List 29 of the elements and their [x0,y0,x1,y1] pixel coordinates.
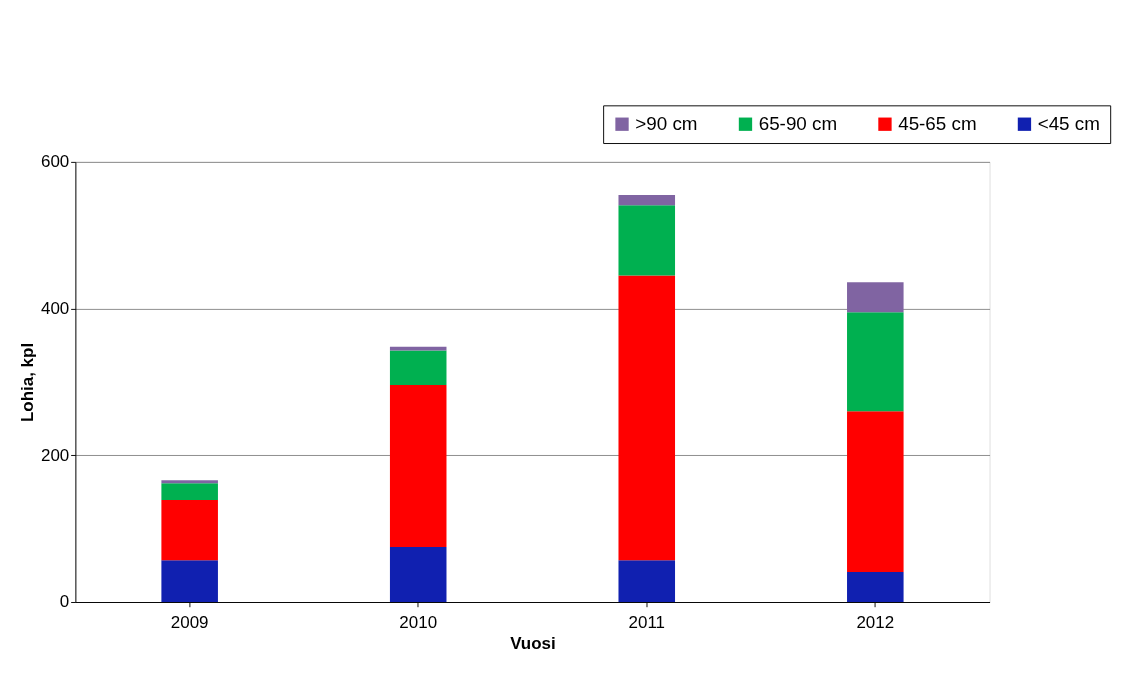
x-tick-label: 2009 [170,612,209,632]
bar [161,560,218,603]
legend-label: >90 cm [635,112,698,134]
y-tick-label: 400 [40,298,70,318]
bar [847,312,904,412]
bar [161,483,218,501]
y-tick-label: 200 [40,445,70,465]
x-tick-label: 2010 [399,612,438,632]
y-axis-title: Lohia, kpl [18,342,38,422]
legend-label: 45-65 cm [898,112,977,134]
bar [618,205,676,276]
bar [389,547,447,603]
bar [847,411,904,572]
x-tick-label: 2011 [628,612,665,632]
x-axis-title: Vuosi [510,633,556,653]
x-tick-label: 2012 [856,612,895,632]
bar [389,350,447,385]
bar [847,571,904,603]
legend-label: <45 cm [1037,112,1100,134]
bar [847,282,904,313]
y-tick-label: 0 [59,592,70,612]
y-tick-label: 600 [40,152,70,172]
bar [618,194,676,206]
bar [161,480,218,484]
bar [618,560,676,603]
bar [618,275,676,561]
bar [161,500,218,561]
legend-label: 65-90 cm [758,112,838,134]
bar [389,384,447,548]
